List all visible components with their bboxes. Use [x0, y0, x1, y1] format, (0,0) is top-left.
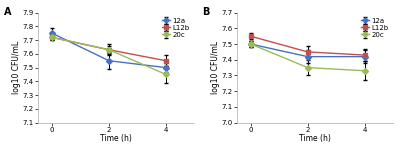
Text: A: A [4, 7, 11, 17]
Y-axis label: log10 CFU/mL: log10 CFU/mL [12, 41, 21, 94]
X-axis label: Time (h): Time (h) [100, 134, 132, 143]
X-axis label: Time (h): Time (h) [299, 134, 331, 143]
Legend: 12a, L12b, 20c: 12a, L12b, 20c [161, 16, 191, 39]
Legend: 12a, L12b, 20c: 12a, L12b, 20c [359, 16, 390, 39]
Y-axis label: log10 CFU/mL: log10 CFU/mL [211, 41, 220, 94]
Text: B: B [202, 7, 210, 17]
